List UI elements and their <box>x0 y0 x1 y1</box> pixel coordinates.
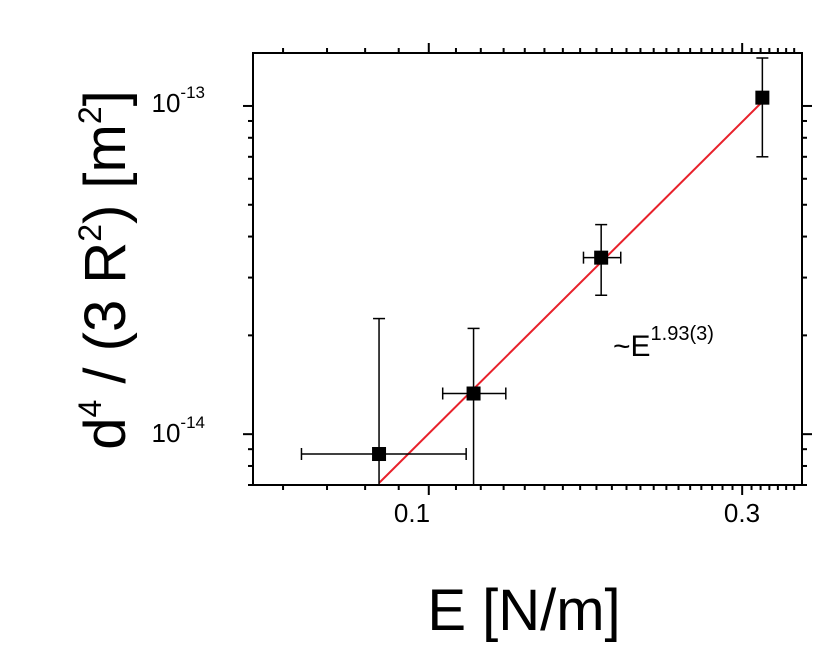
y-tick-label: 10-14 <box>152 413 206 448</box>
x-tick-label: 0.1 <box>394 498 430 528</box>
y-axis-title: d4 / (3 R2) [m2] <box>72 90 138 450</box>
fit-annotation: ~E1.93(3) <box>613 323 714 363</box>
x-tick-label: 0.3 <box>724 498 760 528</box>
y-tick-label: 10-13 <box>152 83 206 118</box>
data-point <box>582 223 622 297</box>
marker-square <box>372 447 387 462</box>
data-point <box>755 57 770 158</box>
fit-line <box>378 101 764 484</box>
marker-square <box>466 386 481 401</box>
data-point <box>300 317 467 485</box>
data-point <box>441 327 507 485</box>
plot-frame <box>252 52 803 486</box>
marker-square <box>755 90 770 105</box>
marker-square <box>594 250 609 265</box>
x-axis-title: E [N/m] <box>427 578 620 643</box>
axis-ticks <box>243 43 812 495</box>
data-points <box>300 57 770 485</box>
